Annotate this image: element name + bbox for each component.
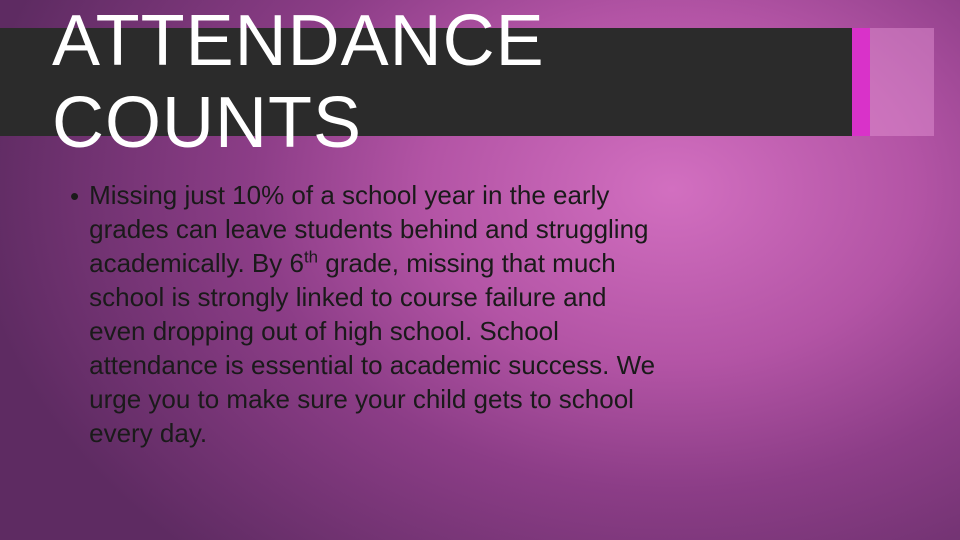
title-accent-stripe xyxy=(852,28,870,136)
slide-title: ATTENDANCE COUNTS xyxy=(52,0,852,164)
bullet-text: Missing just 10% of a school year in the… xyxy=(89,178,670,450)
bullet-text-post: grade, missing that much school is stron… xyxy=(89,248,655,448)
body-text-area: • Missing just 10% of a school year in t… xyxy=(70,178,670,450)
ordinal-superscript: th xyxy=(304,247,318,266)
title-accent-light xyxy=(870,28,934,136)
bullet-item: • Missing just 10% of a school year in t… xyxy=(70,178,670,450)
bullet-marker-icon: • xyxy=(70,179,79,450)
title-bar: ATTENDANCE COUNTS xyxy=(0,28,870,136)
title-background: ATTENDANCE COUNTS xyxy=(0,28,852,136)
